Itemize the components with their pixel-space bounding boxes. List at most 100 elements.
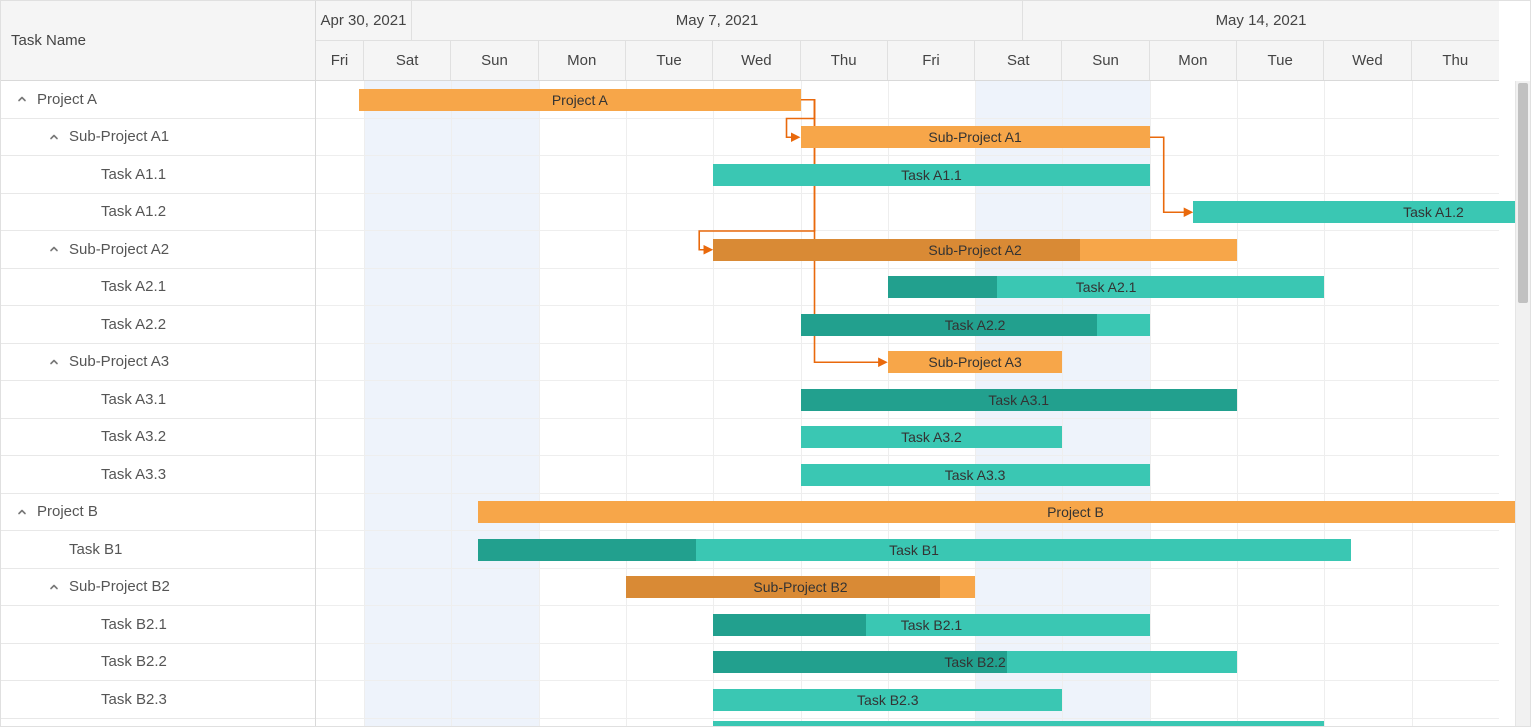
task-bar[interactable]: Task B2.1 (713, 614, 1150, 636)
summary-bar[interactable]: Project A (359, 89, 800, 111)
day-header-cell: Sun (1062, 41, 1149, 80)
bar-label: Task B2.1 (895, 617, 968, 633)
day-header-cell: Mon (539, 41, 626, 80)
scroll-thumb[interactable] (1518, 83, 1528, 303)
vertical-scrollbar[interactable] (1515, 81, 1530, 726)
progress-fill (713, 651, 1006, 673)
day-header-label: Mon (567, 52, 596, 69)
task-bar[interactable]: Task B2.4 (713, 721, 1324, 727)
task-bar[interactable]: Task A3.1 (801, 389, 1238, 411)
task-row[interactable]: Sub-Project A2 (1, 231, 315, 269)
task-row[interactable] (1, 719, 315, 727)
bar-label: Task B1 (883, 542, 945, 558)
bar-label: Task A3.3 (939, 467, 1012, 483)
week-header-label: May 7, 2021 (676, 12, 759, 29)
expand-chevron-icon[interactable] (15, 505, 29, 519)
day-header-cell: Mon (1150, 41, 1237, 80)
progress-fill (801, 314, 1098, 336)
task-row[interactable]: Task A1.1 (1, 156, 315, 194)
task-bar[interactable]: Task A1.2 (1193, 201, 1530, 223)
day-header-cell: Sat (364, 41, 451, 80)
bar-label: Project B (1041, 504, 1110, 520)
day-header-cell: Thu (801, 41, 888, 80)
task-bar[interactable]: Task B2.3 (713, 689, 1062, 711)
timeline-body: Project ASub-Project A1Task A1.1Task A1.… (316, 81, 1499, 726)
day-header-cell: Tue (1237, 41, 1324, 80)
task-row[interactable]: Project A (1, 81, 315, 119)
task-row-label: Sub-Project B2 (69, 578, 170, 595)
task-bar[interactable]: Task A2.2 (801, 314, 1150, 336)
task-row[interactable]: Task A2.2 (1, 306, 315, 344)
task-row-label: Task A3.3 (101, 466, 166, 483)
expand-chevron-icon[interactable] (47, 242, 61, 256)
task-row[interactable]: Task B2.1 (1, 606, 315, 644)
expand-chevron-icon[interactable] (47, 580, 61, 594)
task-bar[interactable]: Task A2.1 (888, 276, 1325, 298)
bar-label: Task A1.1 (895, 167, 968, 183)
day-header-cell: Wed (1324, 41, 1411, 80)
summary-bar[interactable]: Sub-Project A2 (713, 239, 1237, 261)
task-row[interactable]: Sub-Project B2 (1, 569, 315, 607)
task-row[interactable]: Task A3.2 (1, 419, 315, 457)
day-header-label: Sun (1092, 52, 1119, 69)
task-row-label: Task A2.1 (101, 278, 166, 295)
day-header-label: Fri (331, 52, 349, 69)
week-header-label: May 14, 2021 (1216, 12, 1307, 29)
week-header-cell: Apr 30, 2021 (316, 1, 412, 40)
task-row-label: Task B2.1 (101, 616, 167, 633)
task-bar[interactable]: Task B2.2 (713, 651, 1237, 673)
expand-chevron-icon[interactable] (47, 355, 61, 369)
bar-label: Task B2.3 (851, 692, 924, 708)
task-row[interactable]: Sub-Project A1 (1, 119, 315, 157)
task-bar[interactable]: Task A3.2 (801, 426, 1063, 448)
task-name-column-header[interactable]: Task Name (1, 1, 315, 81)
task-row[interactable]: Sub-Project A3 (1, 344, 315, 382)
day-header-label: Sat (396, 52, 419, 69)
gantt-chart: Task Name Project A Sub-Project A1 Task A1… (0, 0, 1531, 727)
progress-fill (713, 614, 866, 636)
bar-label: Task A3.2 (895, 429, 968, 445)
task-bar[interactable]: Task A1.1 (713, 164, 1150, 186)
task-row-label: Task B2.3 (101, 691, 167, 708)
task-row[interactable]: Task B2.2 (1, 644, 315, 682)
summary-bar[interactable]: Project B (478, 501, 1531, 523)
task-bar[interactable]: Task A3.3 (801, 464, 1150, 486)
timeline-day-header: FriSatSunMonTueWedThuFriSatSunMonTueWedT… (316, 41, 1499, 81)
task-row[interactable]: Project B (1, 494, 315, 532)
task-row[interactable]: Task B2.3 (1, 681, 315, 719)
task-row-label: Project B (37, 503, 98, 520)
task-row[interactable]: Task A3.3 (1, 456, 315, 494)
task-row[interactable]: Task B1 (1, 531, 315, 569)
task-name-column-header-label: Task Name (11, 32, 86, 49)
progress-fill (801, 389, 1238, 411)
task-row-label: Task A1.2 (101, 203, 166, 220)
day-header-label: Sun (481, 52, 508, 69)
day-header-label: Sat (1007, 52, 1030, 69)
day-header-label: Tue (1268, 52, 1293, 69)
task-row[interactable]: Task A1.2 (1, 194, 315, 232)
week-header-label: Apr 30, 2021 (321, 12, 407, 29)
day-header-cell: Wed (713, 41, 800, 80)
task-row[interactable]: Task A3.1 (1, 381, 315, 419)
expand-chevron-icon[interactable] (15, 92, 29, 106)
summary-bar[interactable]: Sub-Project B2 (626, 576, 975, 598)
task-row[interactable]: Task A2.1 (1, 269, 315, 307)
expand-chevron-icon[interactable] (47, 130, 61, 144)
task-bar[interactable]: Task B1 (478, 539, 1351, 561)
progress-fill (626, 576, 940, 598)
day-header-label: Mon (1178, 52, 1207, 69)
task-row-label: Sub-Project A1 (69, 128, 169, 145)
day-header-label: Wed (741, 52, 772, 69)
summary-bar[interactable]: Sub-Project A1 (801, 126, 1150, 148)
task-name-panel: Task Name Project A Sub-Project A1 Task A1… (1, 1, 316, 726)
bar-label: Project A (546, 92, 614, 108)
day-header-cell: Sun (451, 41, 538, 80)
day-header-label: Thu (1442, 52, 1468, 69)
task-row-label: Task B1 (69, 541, 122, 558)
summary-bar[interactable]: Sub-Project A3 (888, 351, 1063, 373)
week-header-cell: May 7, 2021 (412, 1, 1023, 40)
day-header-label: Thu (831, 52, 857, 69)
day-header-cell: Fri (316, 41, 364, 80)
task-row-label: Project A (37, 91, 97, 108)
timeline-panel: Apr 30, 2021 May 7, 2021 May 14, 2021 Fri S… (316, 1, 1530, 726)
